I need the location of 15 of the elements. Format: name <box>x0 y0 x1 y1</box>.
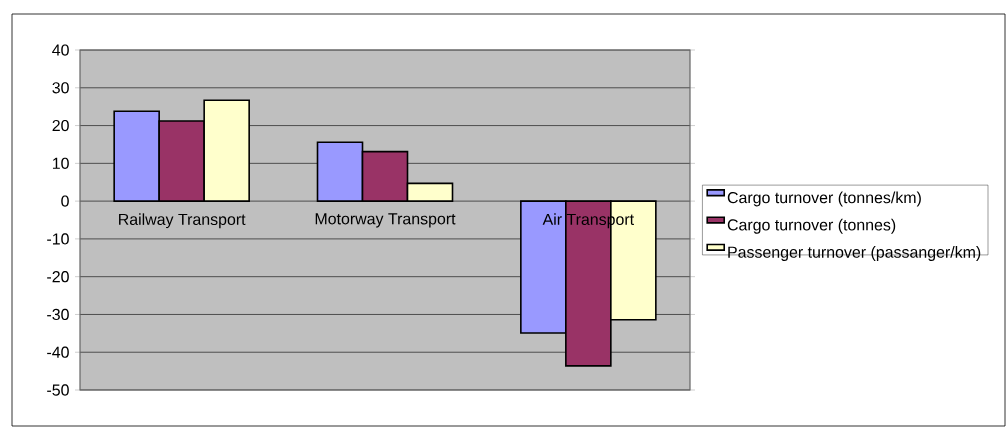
y-tick-label: 40 <box>52 44 69 56</box>
y-tick-label: 30 <box>52 82 69 94</box>
x-tick-label: Railway Transport <box>119 213 246 229</box>
y-tick-label: -30 <box>47 308 69 321</box>
y-tick-label: -20 <box>47 271 69 283</box>
y-tick-label: 20 <box>52 119 69 132</box>
y-tick-label: 0 <box>61 195 69 207</box>
y-tick-label: -50 <box>47 384 69 396</box>
legend-label: Passenger turnover (passanger/km) <box>728 246 981 261</box>
y-tick-label: 10 <box>52 157 69 169</box>
y-tick-label: -40 <box>47 346 69 358</box>
y-tick-label: -10 <box>47 233 69 245</box>
legend-label: Cargo turnover (tonnes/km) <box>727 191 921 207</box>
legend-label: Cargo turnover (tonnes) <box>727 218 896 234</box>
x-tick-label: Motorway Transport <box>315 213 456 228</box>
